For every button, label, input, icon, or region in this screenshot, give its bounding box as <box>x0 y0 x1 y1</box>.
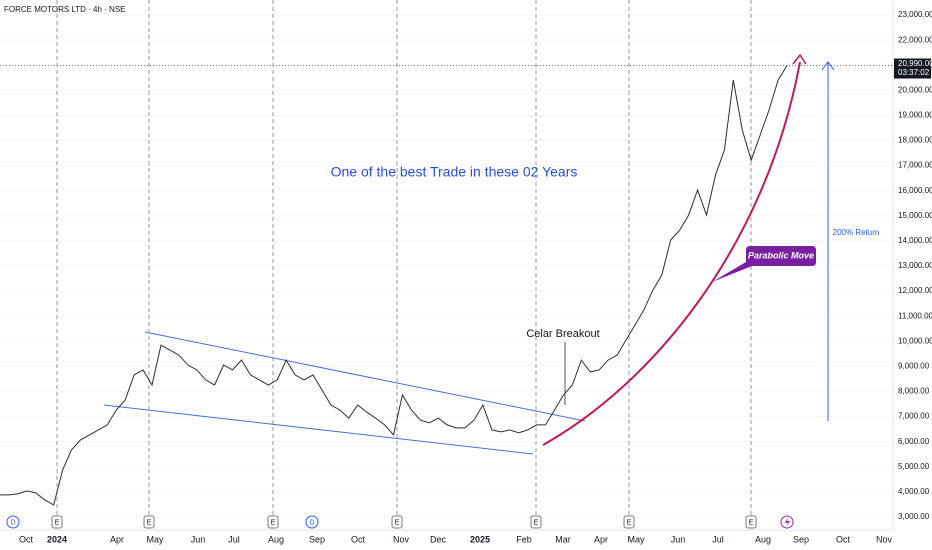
y-tick-label: 23,000.00 <box>898 10 932 19</box>
event-label: E <box>749 519 754 526</box>
event-marker <box>143 515 155 529</box>
headline: One of the best Trade in these 02 Years <box>331 164 578 180</box>
event-marker <box>6 515 20 529</box>
event-marker <box>267 515 279 529</box>
last-price-label: 20,990.00 <box>898 59 932 68</box>
x-tick-label: Mar <box>555 534 571 544</box>
x-tick-label: Oct <box>19 534 34 544</box>
parabolic-label: Parabolic Move <box>748 250 814 260</box>
y-tick-label: 9,000.00 <box>898 361 930 370</box>
event-label: E <box>55 519 60 526</box>
channel-lower <box>103 404 534 455</box>
event-marker <box>51 515 63 529</box>
x-tick-label: Sep <box>793 534 809 544</box>
y-tick-label: 20,000.00 <box>898 85 932 94</box>
x-tick-label: Nov <box>876 534 893 544</box>
y-tick-label: 15,000.00 <box>898 211 932 220</box>
event-marker <box>391 515 403 529</box>
x-tick-label: Apr <box>594 534 608 544</box>
x-tick-label: May <box>146 534 164 544</box>
event-label: E <box>395 519 400 526</box>
return-arrowhead <box>821 61 835 71</box>
x-tick-label: Aug <box>268 534 284 544</box>
event-marker <box>623 515 635 529</box>
x-tick-label: Jul <box>712 534 724 544</box>
x-tick-label: Jun <box>191 534 206 544</box>
plot <box>0 65 788 506</box>
x-tick-label: 2025 <box>470 534 490 544</box>
curve-arrowhead <box>792 53 807 65</box>
event-label: D <box>10 519 15 526</box>
y-tick-label: 13,000.00 <box>898 261 932 270</box>
event-label: E <box>627 519 632 526</box>
y-tick-label: 19,000.00 <box>898 111 932 120</box>
x-tick-label: Oct <box>836 534 851 544</box>
y-tick-label: 7,000.00 <box>898 412 930 421</box>
x-tick-label: Aug <box>755 534 771 544</box>
x-tick-label: Nov <box>393 534 410 544</box>
x-tick-label: Apr <box>110 534 124 544</box>
y-tick-label: 6,000.00 <box>898 437 930 446</box>
x-tick-label: May <box>627 534 645 544</box>
axis: 3,000.00 4,000.00 5,000.00 6,000.00 7,000.00… <box>6 10 932 544</box>
event-marker <box>305 515 319 529</box>
y-tick-label: 16,000.00 <box>898 186 932 195</box>
event-label: D <box>309 519 314 526</box>
last-price-box <box>894 58 931 79</box>
x-tick-label: Oct <box>351 534 366 544</box>
y-tick-label: 4,000.00 <box>898 487 930 496</box>
event-marker <box>745 515 757 529</box>
x-tick-label: 2024 <box>47 534 67 544</box>
y-tick-label: 5,000.00 <box>898 462 930 471</box>
x-tick-label: Dec <box>430 534 447 544</box>
grid <box>0 0 893 515</box>
y-tick-label: 18,000.00 <box>898 136 932 145</box>
x-tick-label: Jun <box>671 534 686 544</box>
x-tick-label: Sep <box>309 534 325 544</box>
event-icon <box>785 517 790 527</box>
y-tick-label: 10,000.00 <box>898 336 932 345</box>
channel-upper <box>144 331 586 422</box>
chart-title: FORCE MOTORS LTD · 4h · NSE <box>4 5 126 14</box>
y-tick-label: 8,000.00 <box>898 387 930 396</box>
event-label: E <box>534 519 539 526</box>
parabolic-curve <box>542 61 801 446</box>
y-tick-label: 11,000.00 <box>898 311 932 320</box>
y-tick-label: 22,000.00 <box>898 35 932 44</box>
y-tick-label: 3,000.00 <box>898 512 930 521</box>
return-label: 200% Return <box>833 228 880 237</box>
y-tick-label: 17,000.00 <box>898 161 932 170</box>
parabolic-bubble <box>712 246 816 282</box>
y-tick-label: 14,000.00 <box>898 236 932 245</box>
x-tick-label: Feb <box>516 534 532 544</box>
price-line <box>0 65 788 506</box>
countdown: 03:37:02 <box>898 68 930 77</box>
x-tick-label: Jul <box>228 534 240 544</box>
breakout-label: Celar Breakout <box>526 328 599 340</box>
event-label: E <box>147 519 152 526</box>
event-marker <box>530 515 542 529</box>
y-tick-label: 12,000.00 <box>898 286 932 295</box>
event-label: E <box>271 519 276 526</box>
price-axis <box>893 0 932 550</box>
